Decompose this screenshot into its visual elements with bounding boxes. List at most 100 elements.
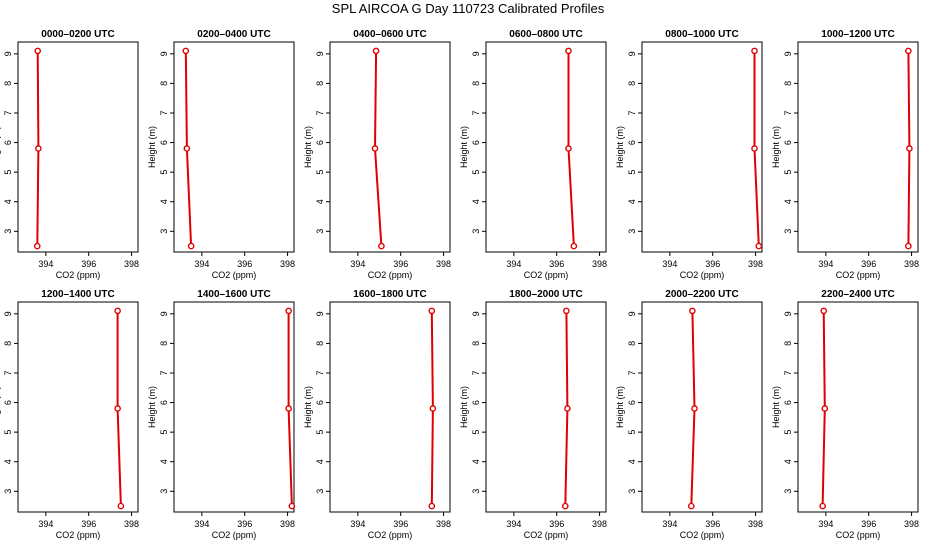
- y-tick-label: 9: [471, 311, 481, 316]
- y-tick-label: 7: [471, 110, 481, 115]
- y-tick-label: 5: [783, 430, 793, 435]
- data-point: [288, 502, 296, 510]
- x-axis-label: CO2 (ppm): [680, 530, 725, 540]
- x-tick-label: 398: [280, 259, 295, 269]
- data-point: [561, 502, 569, 510]
- x-tick-label: 398: [436, 259, 451, 269]
- data-point: [751, 145, 758, 152]
- x-axis-label: CO2 (ppm): [56, 270, 101, 280]
- data-point: [33, 242, 41, 250]
- data-point: [905, 47, 912, 55]
- y-tick-label: 8: [315, 81, 325, 86]
- y-tick-label: 9: [159, 51, 169, 56]
- x-tick-label: 396: [237, 519, 252, 529]
- data-point: [687, 502, 695, 510]
- y-tick-label: 9: [3, 51, 13, 56]
- panel-title: 1600–1800 UTC: [353, 289, 426, 300]
- y-tick-label: 6: [627, 400, 637, 405]
- y-axis-label: Height (m): [303, 126, 313, 168]
- data-point: [183, 145, 191, 152]
- y-tick-label: 4: [3, 459, 13, 464]
- y-tick-label: 5: [627, 170, 637, 175]
- panel-title: 1800–2000 UTC: [509, 289, 582, 300]
- y-tick-label: 8: [3, 81, 13, 86]
- data-point: [372, 47, 380, 55]
- y-tick-label: 3: [627, 229, 637, 234]
- y-axis-label: Height (m): [0, 126, 1, 168]
- x-tick-label: 396: [705, 519, 720, 529]
- data-point: [371, 145, 379, 152]
- x-tick-label: 394: [506, 259, 521, 269]
- data-point: [428, 307, 436, 315]
- y-tick-label: 8: [315, 341, 325, 346]
- plot-frame: [797, 301, 919, 513]
- x-tick-label: 396: [237, 259, 252, 269]
- y-tick-label: 7: [783, 110, 793, 115]
- y-tick-label: 4: [627, 199, 637, 204]
- x-tick-label: 396: [81, 259, 96, 269]
- y-tick-label: 3: [471, 229, 481, 234]
- panel-title: 0400–0600 UTC: [353, 29, 426, 40]
- y-tick-label: 5: [471, 170, 481, 175]
- x-tick-label: 398: [904, 259, 919, 269]
- y-tick-label: 8: [159, 81, 169, 86]
- plot-frame: [641, 301, 763, 513]
- data-point: [117, 502, 125, 510]
- plot-frame: [17, 41, 139, 253]
- panel-title: 2000–2200 UTC: [665, 289, 738, 300]
- y-tick-label: 4: [627, 459, 637, 464]
- panel-title: 2200–2400 UTC: [821, 289, 894, 300]
- x-tick-label: 394: [194, 259, 209, 269]
- y-tick-label: 8: [627, 81, 637, 86]
- y-tick-label: 5: [3, 430, 13, 435]
- x-tick-label: 396: [393, 519, 408, 529]
- y-tick-label: 7: [159, 110, 169, 115]
- y-tick-label: 7: [3, 370, 13, 375]
- x-axis-label: CO2 (ppm): [836, 530, 881, 540]
- x-tick-label: 398: [592, 259, 607, 269]
- y-tick-label: 6: [159, 400, 169, 405]
- y-tick-label: 8: [471, 81, 481, 86]
- panel-title: 1200–1400 UTC: [41, 289, 114, 300]
- data-point: [285, 307, 292, 315]
- data-point: [182, 47, 190, 55]
- y-tick-label: 4: [3, 199, 13, 204]
- plot-frame: [329, 301, 451, 513]
- y-axis-label: Height (m): [147, 126, 157, 168]
- y-tick-label: 5: [315, 430, 325, 435]
- y-tick-label: 6: [627, 140, 637, 145]
- x-tick-label: 398: [436, 519, 451, 529]
- data-point: [429, 405, 437, 412]
- y-tick-label: 8: [783, 81, 793, 86]
- data-point: [187, 242, 195, 250]
- x-axis-label: CO2 (ppm): [56, 530, 101, 540]
- plot-frame: [485, 301, 607, 513]
- y-tick-label: 3: [315, 229, 325, 234]
- y-tick-label: 3: [783, 489, 793, 494]
- y-tick-label: 3: [159, 229, 169, 234]
- y-axis-label: Height (m): [459, 386, 469, 428]
- x-tick-label: 396: [705, 259, 720, 269]
- plot-frame: [329, 41, 451, 253]
- x-tick-label: 394: [662, 519, 677, 529]
- y-tick-label: 9: [471, 51, 481, 56]
- y-tick-label: 8: [783, 341, 793, 346]
- y-tick-label: 7: [3, 110, 13, 115]
- x-axis-label: CO2 (ppm): [524, 270, 569, 280]
- x-tick-label: 396: [549, 259, 564, 269]
- y-tick-label: 3: [3, 489, 13, 494]
- data-point: [905, 242, 912, 250]
- panel-title: 0600–0800 UTC: [509, 29, 582, 40]
- y-tick-label: 7: [159, 370, 169, 375]
- y-tick-label: 3: [159, 489, 169, 494]
- y-tick-label: 6: [159, 140, 169, 145]
- x-tick-label: 394: [350, 259, 365, 269]
- data-point: [34, 47, 42, 55]
- y-tick-label: 5: [315, 170, 325, 175]
- y-tick-label: 6: [315, 400, 325, 405]
- x-axis-label: CO2 (ppm): [524, 530, 569, 540]
- y-tick-label: 6: [783, 140, 793, 145]
- y-axis-label: Height (m): [303, 386, 313, 428]
- x-tick-label: 398: [124, 519, 139, 529]
- y-tick-label: 4: [471, 199, 481, 204]
